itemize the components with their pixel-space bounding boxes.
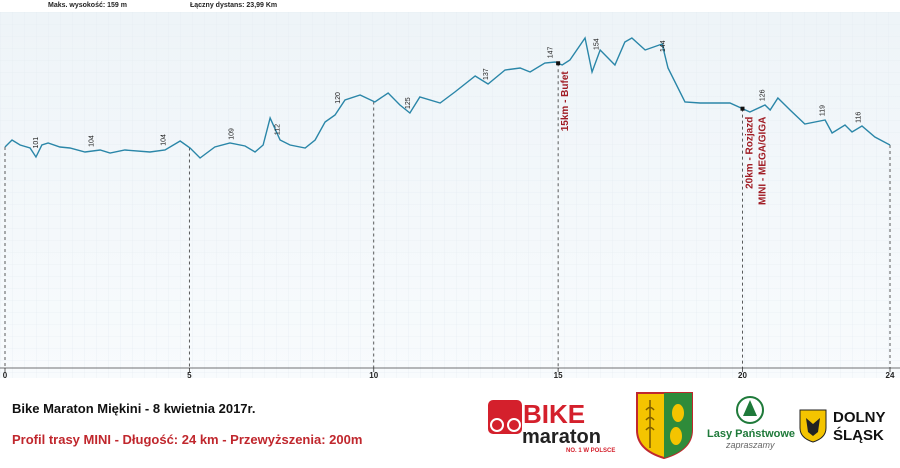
x-tick-label: 15 [554,371,563,380]
x-tick-label: 10 [369,371,378,380]
station-label: 15km - Bufet [560,71,571,132]
lasy-logo: Lasy Państwowe zapraszamy [707,396,795,450]
max-elevation: Maks. wysokość: 159 m [48,2,127,9]
station-label: 20km - Rozjazd [745,117,756,189]
elevation-label: 119 [820,105,827,116]
leaf [670,427,682,445]
wheel [507,418,521,432]
wheel [490,418,504,432]
elevation-label: 147 [548,46,555,58]
shield-green [664,393,692,458]
coat-of-arms [636,392,693,460]
station-marker [556,61,561,66]
x-tick-label: 20 [738,371,747,380]
total-distance: Łączny dystans: 23,99 Km [190,2,277,9]
elevation-label: 120 [335,92,342,104]
lasy-text: Lasy Państwowe [707,428,795,440]
maraton-text: maraton [522,426,601,448]
elevation-label: 109 [229,128,236,140]
x-tick-label: 0 [3,371,8,380]
elevation-label: 104 [160,134,167,146]
elevation-label: 137 [483,68,490,80]
dolny-slask-logo: DOLNY ŚLĄSK [799,409,886,444]
eagle [806,418,820,436]
leaf [672,404,684,422]
chart: 0 5 10 15 20 24 101 104 104 109 112 120 125 137 147 154… [3,36,895,380]
footer-title: Bike Maraton Miękini - 8 kwietnia 2017r. [12,401,255,416]
x-tick-label: 5 [187,371,192,380]
x-tick-label: 24 [886,371,895,380]
tree [743,400,757,416]
plot-grid [0,12,900,378]
elevation-label: 125 [405,97,412,109]
elevation-label: 126 [760,89,767,101]
station-marker [740,106,745,111]
elevation-label: 104 [89,135,96,147]
dolny-text: DOLNY [833,409,886,426]
footer-subtitle: Profil trasy MINI - Długość: 24 km - Prz… [12,432,362,447]
wheat [645,400,655,448]
elevation-label: 144 [660,40,667,52]
slask-text: ŚLĄSK [833,426,884,444]
elevation-label: 116 [856,112,863,123]
bike-icon [488,400,522,434]
lasy-emblem [736,396,764,424]
elevation-label: 154 [594,38,601,50]
slogan-text: NO. 1 W POLSCE [566,448,615,454]
elevation-label: 112 [275,124,282,135]
zapraszamy-text: zapraszamy [725,440,775,450]
elevation-label: 101 [33,137,40,149]
elevation-line [4,36,891,159]
bike-logo: BIKE maraton NO. 1 W POLSCE [488,399,615,454]
bike-text: BIKE [523,399,585,429]
station-label: MINI - MEGA/GIGA [758,117,769,205]
